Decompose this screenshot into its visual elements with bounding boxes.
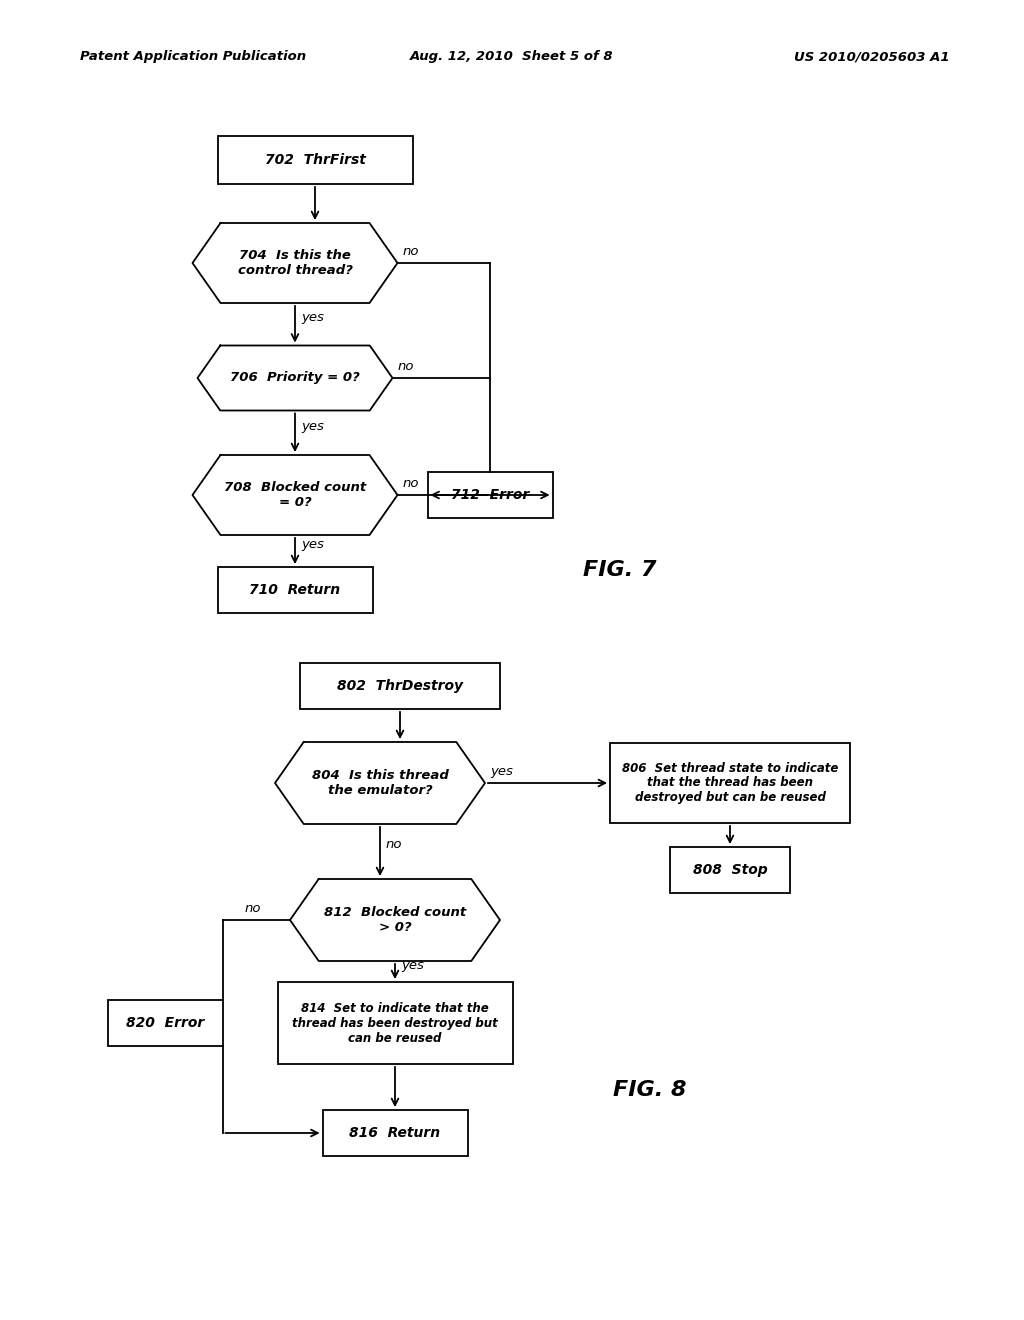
FancyBboxPatch shape	[108, 1001, 222, 1045]
Text: no: no	[402, 246, 419, 257]
Polygon shape	[193, 455, 397, 535]
Text: 708  Blocked count
= 0?: 708 Blocked count = 0?	[224, 480, 367, 510]
FancyBboxPatch shape	[670, 847, 790, 894]
Polygon shape	[198, 346, 392, 411]
Text: 712  Error: 712 Error	[451, 488, 529, 502]
Text: no: no	[397, 360, 414, 374]
FancyBboxPatch shape	[610, 743, 850, 822]
FancyBboxPatch shape	[323, 1110, 468, 1156]
Text: no: no	[245, 902, 261, 915]
Text: yes: yes	[490, 766, 513, 777]
FancyBboxPatch shape	[300, 663, 500, 709]
Text: 710  Return: 710 Return	[250, 583, 341, 597]
Text: FIG. 8: FIG. 8	[613, 1080, 687, 1100]
Text: 702  ThrFirst: 702 ThrFirst	[264, 153, 366, 168]
FancyBboxPatch shape	[217, 568, 373, 612]
Text: US 2010/0205603 A1: US 2010/0205603 A1	[795, 50, 950, 63]
Text: yes: yes	[401, 958, 424, 972]
Text: yes: yes	[301, 312, 324, 325]
Text: FIG. 7: FIG. 7	[584, 560, 656, 579]
FancyBboxPatch shape	[278, 982, 512, 1064]
FancyBboxPatch shape	[217, 136, 413, 183]
Text: 706  Priority = 0?: 706 Priority = 0?	[230, 371, 359, 384]
Text: yes: yes	[301, 420, 324, 433]
FancyBboxPatch shape	[427, 473, 553, 517]
Text: 804  Is this thread
the emulator?: 804 Is this thread the emulator?	[311, 770, 449, 797]
Text: 806  Set thread state to indicate
that the thread has been
destroyed but can be : 806 Set thread state to indicate that th…	[622, 762, 839, 804]
Text: no: no	[402, 477, 419, 490]
Text: 704  Is this the
control thread?: 704 Is this the control thread?	[238, 249, 352, 277]
Text: no: no	[386, 838, 402, 851]
Polygon shape	[193, 223, 397, 304]
Text: 812  Blocked count
> 0?: 812 Blocked count > 0?	[324, 906, 466, 935]
Polygon shape	[275, 742, 485, 824]
Text: 820  Error: 820 Error	[126, 1016, 204, 1030]
Text: 808  Stop: 808 Stop	[692, 863, 767, 876]
Text: 802  ThrDestroy: 802 ThrDestroy	[337, 678, 463, 693]
Text: 816  Return: 816 Return	[349, 1126, 440, 1140]
Text: yes: yes	[301, 539, 324, 550]
Text: Aug. 12, 2010  Sheet 5 of 8: Aug. 12, 2010 Sheet 5 of 8	[411, 50, 613, 63]
Text: Patent Application Publication: Patent Application Publication	[80, 50, 306, 63]
Polygon shape	[290, 879, 500, 961]
Text: 814  Set to indicate that the
thread has been destroyed but
can be reused: 814 Set to indicate that the thread has …	[292, 1002, 498, 1044]
